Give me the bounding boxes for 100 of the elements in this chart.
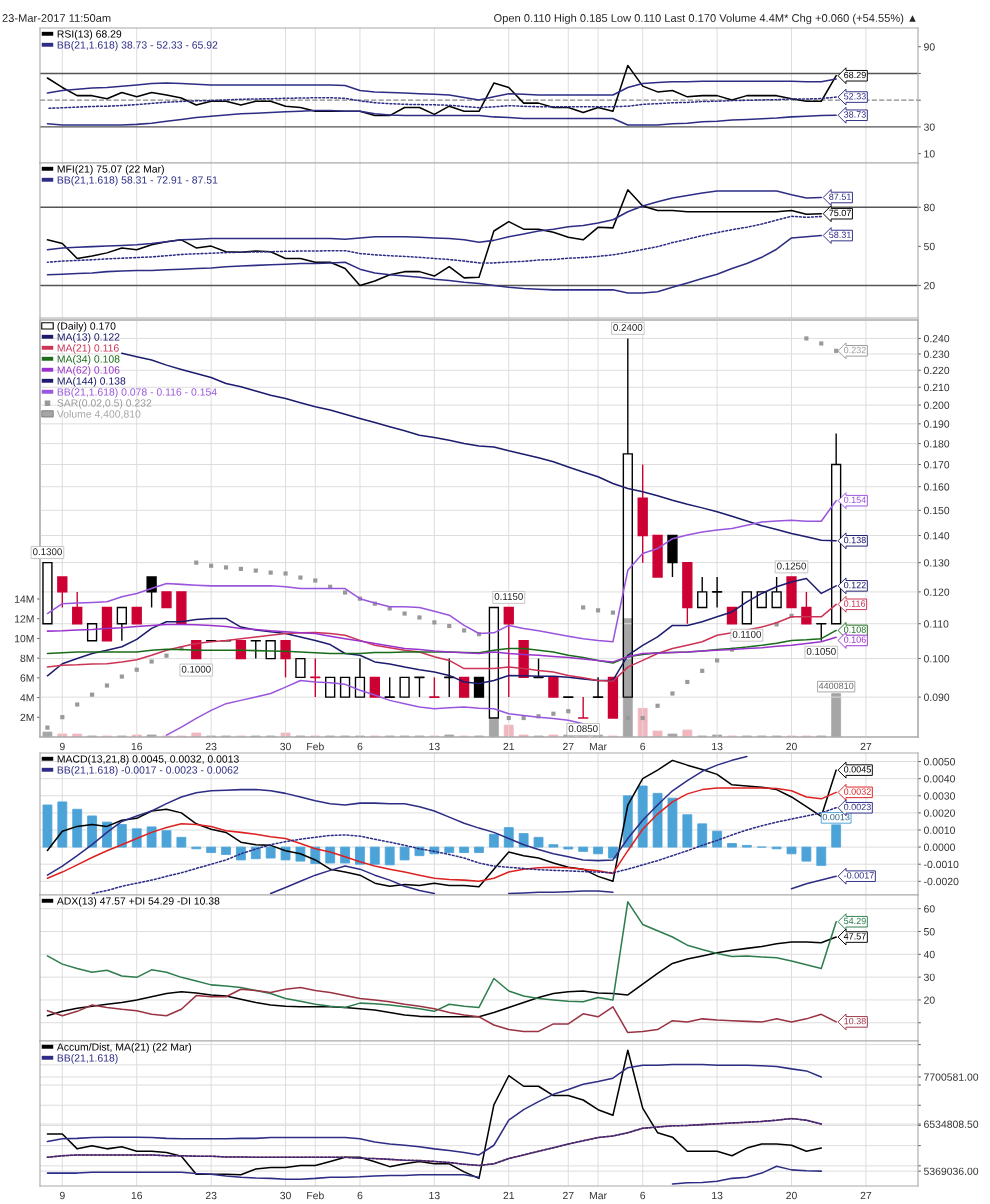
data-label: 0.108 — [843, 626, 866, 633]
y-tick-label: 0.240 — [923, 334, 950, 343]
text: 0.1250 — [777, 562, 806, 570]
y-tick-label: 0.200 — [923, 401, 950, 409]
x-tick-label: 30 — [280, 742, 291, 751]
y2-tick-label: 12M — [14, 615, 34, 623]
text: 0.0850 — [568, 725, 598, 733]
text: 0.1000 — [181, 665, 211, 673]
y-tick-label: 30 — [923, 123, 935, 131]
y-tick-label: 0.0040 — [923, 775, 956, 783]
x-tick-label: 20 — [786, 1191, 797, 1200]
data-label: 0.106 — [843, 636, 866, 643]
x-tick-label: 9 — [59, 1191, 65, 1200]
data-label: 0.122 — [843, 581, 866, 589]
x-tick-label: 20 — [786, 742, 797, 751]
text: 0.1050 — [806, 647, 836, 655]
data-label: 0.0045 — [843, 766, 871, 773]
y-tick-label: 0.150 — [923, 506, 950, 515]
y-tick-label: 80 — [924, 203, 935, 212]
x-tick-label: 27 — [563, 742, 574, 751]
y-tick-label: 7700581.00 — [924, 1073, 979, 1081]
y-tick-label: 20 — [924, 996, 935, 1004]
y-tick-label: 0.170 — [923, 461, 950, 469]
y-tick-label: 30 — [923, 973, 935, 981]
legend-label: BB(21,1.618) 0.078 - 0.116 - 0.154 — [57, 388, 217, 398]
legend-label: Accum/Dist, MA(21) (22 Mar) — [56, 1043, 192, 1053]
chart-subtitle: 23-Mar-2017 11:50am — [2, 14, 111, 22]
data-label: 0.116 — [843, 600, 866, 607]
legend-label: (Daily) 0.170 — [57, 322, 116, 332]
data-label: 0.0023 — [843, 803, 871, 811]
x-tick-label: 30 — [280, 1191, 291, 1200]
y-tick-label: 0.110 — [923, 620, 949, 628]
x-tick-label: 6 — [640, 1191, 646, 1200]
legend-label: MA(62) 0.106 — [57, 366, 120, 376]
data-label: 0.0013 — [822, 813, 850, 821]
data-label: -0.0017 — [844, 872, 874, 879]
y-tick-label: 0.090 — [923, 693, 950, 701]
y2-tick-label: 10M — [14, 634, 34, 643]
data-label: 0.232 — [843, 346, 866, 354]
y2-tick-label: 8M — [20, 654, 34, 663]
y-tick-label: 0.130 — [923, 559, 950, 567]
y-tick-label: -0.0020 — [924, 877, 959, 886]
y-tick-label: 0.0030 — [923, 792, 956, 800]
y-tick-label: 0.180 — [923, 440, 950, 448]
x-tick-label: 13 — [712, 1191, 723, 1200]
legend-label: SAR(0.02,0.5) 0.232 — [57, 399, 152, 409]
legend-label: BB(21,1.618) 38.73 - 52.33 - 65.92 — [57, 41, 218, 51]
x-tick-label: 27 — [860, 1191, 872, 1200]
y2-tick-label: 14M — [14, 595, 34, 603]
text: 0.1150 — [494, 593, 523, 600]
y-tick-label: 20 — [924, 281, 935, 290]
text: 0.1300 — [32, 548, 62, 556]
x-tick-label: 13 — [712, 742, 723, 751]
data-label: 87.51 — [829, 193, 851, 200]
y-tick-label: 50 — [923, 242, 935, 251]
legend-label: BB(21,1.618) 58.31 - 72.91 - 87.51 — [57, 176, 218, 186]
x-tick-label: 13 — [429, 1191, 440, 1200]
x-tick-label: Feb — [307, 742, 324, 751]
x-tick-label: 27 — [563, 1191, 574, 1200]
data-label: 0.0032 — [843, 788, 871, 795]
x-tick-label: Feb — [307, 1191, 324, 1200]
y-tick-label: 0.230 — [923, 350, 950, 358]
y-tick-label: 0.210 — [923, 383, 950, 392]
y-tick-label: -0.0010 — [924, 860, 959, 869]
y-tick-label: 40 — [923, 950, 935, 959]
y-tick-label: 0.0000 — [923, 843, 956, 851]
data-label: 68.29 — [844, 71, 866, 79]
legend-label: RSI(13) 68.29 — [57, 30, 122, 40]
x-tick-label: 23 — [205, 1191, 217, 1200]
y-tick-label: 0.190 — [923, 420, 950, 428]
data-label: 75.07 — [829, 209, 851, 217]
data-label: 52.33 — [844, 93, 866, 100]
x-tick-label: 6 — [640, 742, 646, 751]
x-tick-label: 6 — [357, 742, 363, 751]
data-label: 58.31 — [829, 231, 851, 238]
x-tick-label: 13 — [429, 742, 440, 751]
y-tick-label: 0.0050 — [923, 758, 956, 766]
text: 0.1100 — [732, 630, 761, 638]
x-tick-label: 16 — [131, 742, 143, 751]
x-tick-label: 9 — [59, 742, 65, 751]
data-label: 47.57 — [843, 933, 866, 940]
y-tick-label: 60 — [924, 905, 935, 913]
legend-label: MA(144) 0.138 — [57, 377, 126, 387]
y-tick-label: 0.100 — [923, 655, 950, 663]
data-label: 0.138 — [843, 536, 866, 544]
legend-label: MA(13) 0.122 — [57, 333, 120, 343]
legend-label: BB(21,1.618) — [57, 1054, 118, 1064]
data-label: 54.29 — [844, 917, 866, 925]
legend-label: MACD(13,21,8) 0.0045, 0.0032, 0.0013 — [57, 755, 239, 765]
x-tick-label: 23 — [205, 742, 217, 751]
text: Open 0.110 High 0.185 Low 0.110 Last 0.170 Volume 4.4M* Chg +0.060 (+54.55%) ▲ — [494, 13, 916, 25]
y-tick-label: 0.120 — [923, 588, 950, 596]
y2-tick-label: 6M — [20, 674, 34, 682]
legend-label: ADX(13) 47.57 +DI 54.29 -DI 10.38 — [56, 897, 220, 907]
y-tick-label: 0.220 — [923, 366, 950, 375]
y2-tick-label: 2M — [20, 713, 34, 722]
y-tick-label: 6534808.50 — [924, 1120, 979, 1128]
y-tick-label: 90 — [924, 43, 935, 51]
y-tick-label: 0.160 — [923, 483, 950, 491]
legend-label: Volume 4,400,810 — [56, 410, 141, 419]
